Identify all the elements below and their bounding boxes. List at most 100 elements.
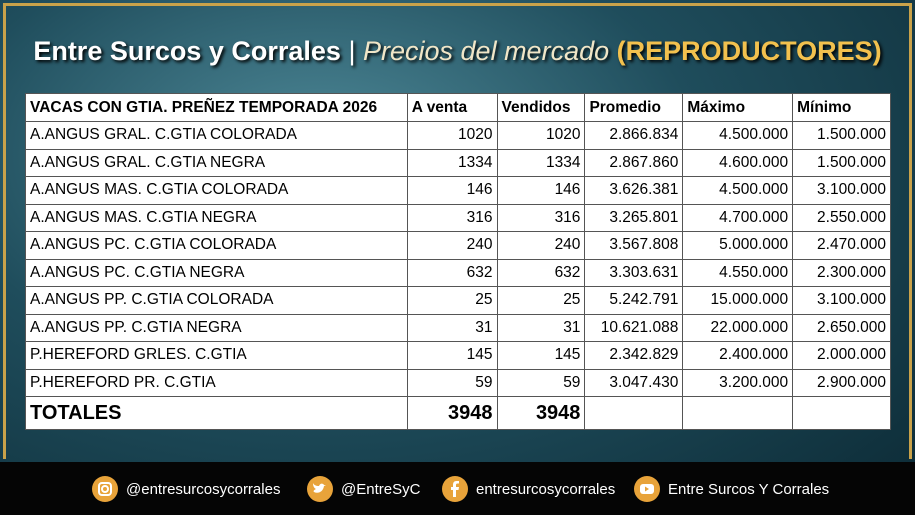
data-row: A.ANGUS MAS. C.GTIA COLORADA 146 146 3.626.… bbox=[25, 176, 891, 205]
cell: Máximo bbox=[682, 93, 794, 122]
cell: 3.567.808 bbox=[584, 231, 684, 260]
cell: 59 bbox=[406, 368, 498, 397]
row-label: A.ANGUS MAS. C.GTIA COLORADA bbox=[25, 176, 408, 205]
data-row: A.ANGUS PP. C.GTIA COLORADA 25 25 5.242.791… bbox=[25, 286, 891, 315]
cell: 3.265.801 bbox=[584, 203, 684, 232]
row-label: A.ANGUS MAS. C.GTIA NEGRA bbox=[25, 203, 408, 232]
cell: A venta bbox=[406, 93, 498, 122]
subtitle: Precios del mercado bbox=[363, 36, 610, 66]
cell: 4.500.000 bbox=[682, 176, 794, 205]
data-row: A.ANGUS MAS. C.GTIA NEGRA 316 316 3.265.801… bbox=[25, 203, 891, 232]
row-label: A.ANGUS PP. C.GTIA COLORADA bbox=[25, 286, 408, 315]
cell: 3948 bbox=[406, 396, 498, 430]
youtube: Entre Surcos Y Corrales bbox=[634, 476, 829, 502]
data-row: A.ANGUS PC. C.GTIA COLORADA 240 240 3.567.8… bbox=[25, 231, 891, 260]
twitter-icon bbox=[307, 476, 333, 502]
data-row: A.ANGUS GRAL. C.GTIA COLORADA 1020 1020 2.8… bbox=[25, 121, 891, 150]
cell: 3.100.000 bbox=[792, 286, 891, 315]
cell: 146 bbox=[496, 176, 586, 205]
cell: 5.242.791 bbox=[584, 286, 684, 315]
row-label: TOTALES bbox=[25, 396, 408, 430]
youtube-handle: Entre Surcos Y Corrales bbox=[668, 480, 830, 498]
cell: 3948 bbox=[496, 396, 586, 430]
cell: 2.550.000 bbox=[792, 203, 891, 232]
facebook-handle: entresurcosycorrales bbox=[476, 480, 616, 498]
cell: 25 bbox=[406, 286, 498, 315]
row-label: A.ANGUS PC. C.GTIA COLORADA bbox=[25, 231, 408, 260]
tag: (REPRODUCTORES) bbox=[616, 36, 882, 66]
row-label: P.HEREFORD GRLES. C.GTIA bbox=[25, 341, 408, 370]
cell: 3.200.000 bbox=[682, 368, 794, 397]
cell: 22.000.000 bbox=[682, 313, 794, 342]
cell: 3.100.000 bbox=[792, 176, 891, 205]
cell: 145 bbox=[496, 341, 586, 370]
cell: 146 bbox=[406, 176, 498, 205]
cell: 2.900.000 bbox=[792, 368, 891, 397]
cell: 59 bbox=[496, 368, 586, 397]
cell: 15.000.000 bbox=[682, 286, 794, 315]
title-bar: Entre Surcos y Corrales | Precios del me… bbox=[0, 36, 915, 67]
youtube-icon bbox=[634, 476, 660, 502]
header-row: VACAS CON GTIA. PREÑEZ TEMPORADA 2026 A v… bbox=[25, 93, 891, 122]
instagram-icon bbox=[92, 476, 118, 502]
data-row: A.ANGUS GRAL. C.GTIA NEGRA 1334 1334 2.867.… bbox=[25, 148, 891, 177]
cell: 2.867.860 bbox=[584, 148, 684, 177]
footer: @entresurcosycorrales @EntreSyC entresur… bbox=[0, 462, 915, 515]
separator: | bbox=[348, 36, 356, 66]
cell: 4.700.000 bbox=[682, 203, 794, 232]
cell: 632 bbox=[496, 258, 586, 287]
cell: 2.470.000 bbox=[792, 231, 891, 260]
row-label: VACAS CON GTIA. PREÑEZ TEMPORADA 2026 bbox=[25, 93, 408, 122]
cell: 2.000.000 bbox=[792, 341, 891, 370]
cell bbox=[792, 396, 891, 430]
title: Entre Surcos y Corrales bbox=[33, 36, 341, 66]
data-row: A.ANGUS PC. C.GTIA NEGRA 632 632 3.303.631 4… bbox=[25, 258, 891, 287]
row-label: A.ANGUS PC. C.GTIA NEGRA bbox=[25, 258, 408, 287]
facebook-icon bbox=[442, 476, 468, 502]
cell: 31 bbox=[406, 313, 498, 342]
cell: 3.047.430 bbox=[584, 368, 684, 397]
cell: 10.621.088 bbox=[584, 313, 684, 342]
cell: 1334 bbox=[406, 148, 498, 177]
cell: 2.650.000 bbox=[792, 313, 891, 342]
data-row: P.HEREFORD PR. C.GTIA 59 59 3.047.430 3.200.… bbox=[25, 368, 891, 397]
twitter-handle: @EntreSyC bbox=[341, 480, 421, 498]
cell: 632 bbox=[406, 258, 498, 287]
cell: 2.300.000 bbox=[792, 258, 891, 287]
cell: 4.550.000 bbox=[682, 258, 794, 287]
cell: 25 bbox=[496, 286, 586, 315]
cell: 2.400.000 bbox=[682, 341, 794, 370]
cell: 316 bbox=[406, 203, 498, 232]
cell: 31 bbox=[496, 313, 586, 342]
frame bbox=[3, 3, 912, 459]
cell: Vendidos bbox=[496, 93, 586, 122]
cell: 240 bbox=[406, 231, 498, 260]
data-row: P.HEREFORD GRLES. C.GTIA 145 145 2.342.829 2… bbox=[25, 341, 891, 370]
facebook: entresurcosycorrales bbox=[442, 476, 615, 502]
cell: 316 bbox=[496, 203, 586, 232]
cell: 5.000.000 bbox=[682, 231, 794, 260]
twitter: @EntreSyC bbox=[307, 476, 420, 502]
cell: 1020 bbox=[406, 121, 498, 150]
cell bbox=[682, 396, 794, 430]
cell: 3.626.381 bbox=[584, 176, 684, 205]
cell: 1.500.000 bbox=[792, 121, 891, 150]
totals-row: TOTALES 3948 3948 bbox=[25, 396, 891, 430]
row-label: A.ANGUS GRAL. C.GTIA COLORADA bbox=[25, 121, 408, 150]
cell: Promedio bbox=[584, 93, 684, 122]
cell: 4.600.000 bbox=[682, 148, 794, 177]
instagram: @entresurcosycorrales bbox=[92, 476, 280, 502]
cell: 145 bbox=[406, 341, 498, 370]
cell: 240 bbox=[496, 231, 586, 260]
cell: 3.303.631 bbox=[584, 258, 684, 287]
cell: 1.500.000 bbox=[792, 148, 891, 177]
row-label: A.ANGUS GRAL. C.GTIA NEGRA bbox=[25, 148, 408, 177]
instagram-handle: @entresurcosycorrales bbox=[126, 480, 281, 498]
row-label: A.ANGUS PP. C.GTIA NEGRA bbox=[25, 313, 408, 342]
data-row: A.ANGUS PP. C.GTIA NEGRA 31 31 10.621.088 22… bbox=[25, 313, 891, 342]
cell: 4.500.000 bbox=[682, 121, 794, 150]
price-table: VACAS CON GTIA. PREÑEZ TEMPORADA 2026 A v… bbox=[25, 93, 891, 430]
cell: 1334 bbox=[496, 148, 586, 177]
cell: Mínimo bbox=[792, 93, 891, 122]
